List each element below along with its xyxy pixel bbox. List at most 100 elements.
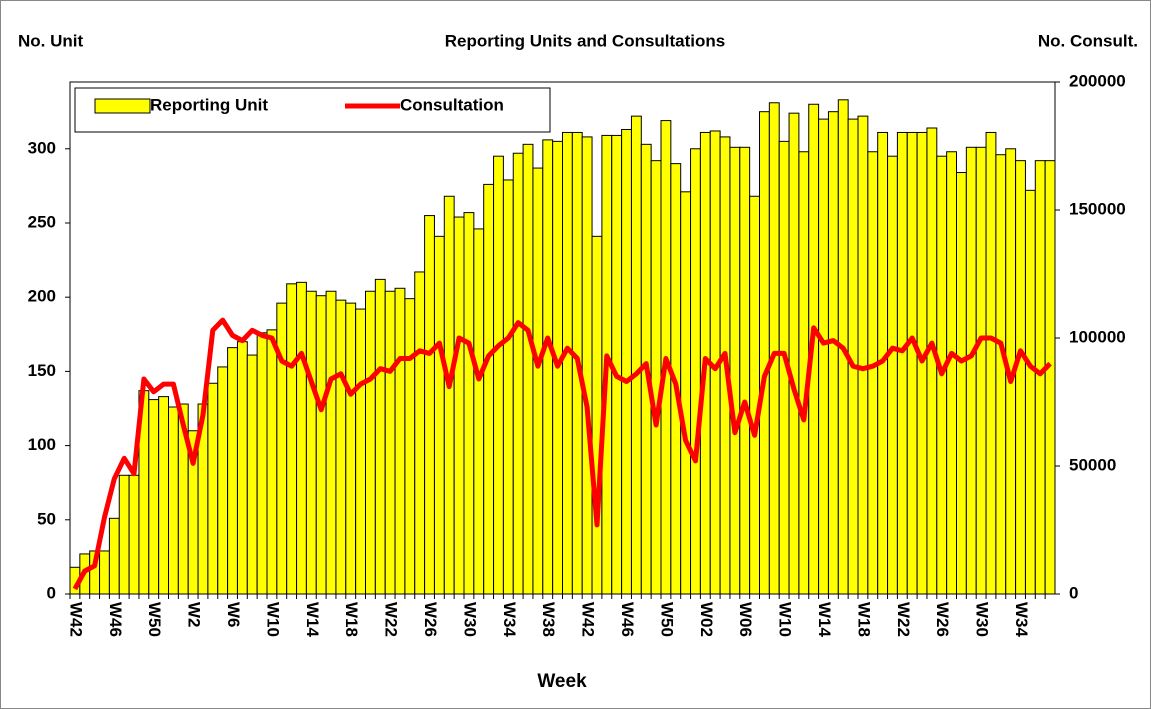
bar	[532, 167, 544, 595]
x-tick-label: W22	[894, 602, 913, 637]
bar	[739, 146, 751, 595]
x-tick-label: W26	[933, 602, 952, 637]
bar	[985, 131, 997, 595]
y2-tick-label: 100000	[1069, 327, 1126, 346]
x-tick-label: W14	[303, 602, 322, 638]
bar	[621, 128, 632, 595]
x-tick-label: W50	[657, 602, 676, 637]
bar	[473, 228, 485, 595]
bar	[680, 191, 692, 595]
bar	[296, 281, 307, 595]
bar	[345, 302, 357, 595]
bar	[374, 278, 386, 595]
y-tick-label: 250	[28, 212, 56, 231]
bar	[315, 295, 327, 595]
bar	[433, 235, 445, 595]
x-tick-label: W10	[776, 602, 795, 637]
x-tick-label: W46	[618, 602, 637, 637]
bar	[335, 299, 347, 595]
bar	[542, 139, 554, 595]
x-tick-label: W46	[106, 602, 125, 637]
bar	[424, 215, 435, 595]
bar	[384, 290, 396, 595]
bar	[118, 474, 130, 595]
bar	[148, 399, 160, 595]
bar	[266, 329, 278, 595]
bar	[128, 474, 140, 595]
x-tick-label: W42	[66, 602, 85, 637]
bar	[690, 148, 701, 595]
x-tick-label: W26	[421, 602, 440, 637]
x-tick-label: W18	[854, 602, 873, 637]
x-axis-title: Week	[537, 671, 587, 692]
line	[72, 317, 1052, 591]
x-tick-label: W14	[815, 602, 834, 638]
bar	[749, 195, 761, 595]
bar	[286, 283, 298, 595]
bar	[463, 212, 475, 595]
bar	[867, 151, 879, 595]
bar	[522, 143, 534, 595]
y-tick-label: 50	[37, 509, 56, 528]
x-tick-label: W2	[185, 602, 204, 628]
bar	[562, 131, 573, 595]
legend-label: Reporting Unit	[150, 95, 268, 114]
bar	[394, 287, 406, 595]
y2-tick-label: 150000	[1069, 199, 1126, 218]
bar	[630, 115, 642, 595]
bar	[236, 341, 248, 595]
x-tick-label: W34	[500, 602, 519, 638]
bar	[906, 131, 918, 595]
bar	[365, 290, 376, 595]
y2-tick-label: 50000	[1069, 455, 1116, 474]
y-tick-label: 200	[28, 287, 56, 306]
bar	[108, 517, 120, 595]
bar	[759, 111, 770, 595]
bar	[168, 406, 179, 595]
bar	[581, 136, 593, 595]
bar	[1024, 189, 1036, 595]
y2-tick-label: 0	[1069, 583, 1078, 602]
bar	[729, 146, 741, 595]
bar	[305, 290, 317, 595]
bar	[946, 151, 958, 595]
x-tick-label: W6	[224, 602, 243, 628]
x-tick-label: W42	[579, 602, 598, 637]
bar	[975, 146, 987, 595]
bar	[1034, 160, 1046, 595]
y2-tick-label: 200000	[1069, 71, 1126, 90]
bar	[493, 155, 504, 595]
bar	[827, 111, 839, 595]
bar	[788, 112, 800, 595]
bar	[443, 195, 455, 595]
x-tick-label: W30	[973, 602, 992, 637]
bar	[99, 550, 110, 595]
bar	[355, 308, 366, 595]
bar	[965, 146, 977, 595]
bar	[483, 183, 495, 595]
x-tick-label: W38	[539, 602, 558, 637]
bar	[591, 235, 603, 595]
bar	[453, 216, 465, 595]
bar	[1044, 160, 1056, 595]
bar	[256, 332, 268, 595]
bar	[887, 155, 898, 595]
bar	[246, 354, 258, 595]
x-tick-label: W18	[342, 602, 361, 637]
bar	[1015, 160, 1026, 595]
bar	[857, 115, 869, 595]
bar	[956, 172, 967, 595]
bar	[325, 290, 337, 595]
y-tick-label: 0	[47, 583, 56, 602]
bar	[896, 131, 908, 595]
bar	[502, 179, 514, 595]
bar	[414, 271, 426, 595]
x-tick-label: W30	[460, 602, 479, 637]
bar	[512, 152, 524, 595]
x-tick-label: W50	[145, 602, 164, 637]
bar	[818, 118, 829, 595]
x-tick-label: W22	[382, 602, 401, 637]
legend-swatch	[94, 98, 151, 114]
x-tick-label: W06	[736, 602, 755, 637]
